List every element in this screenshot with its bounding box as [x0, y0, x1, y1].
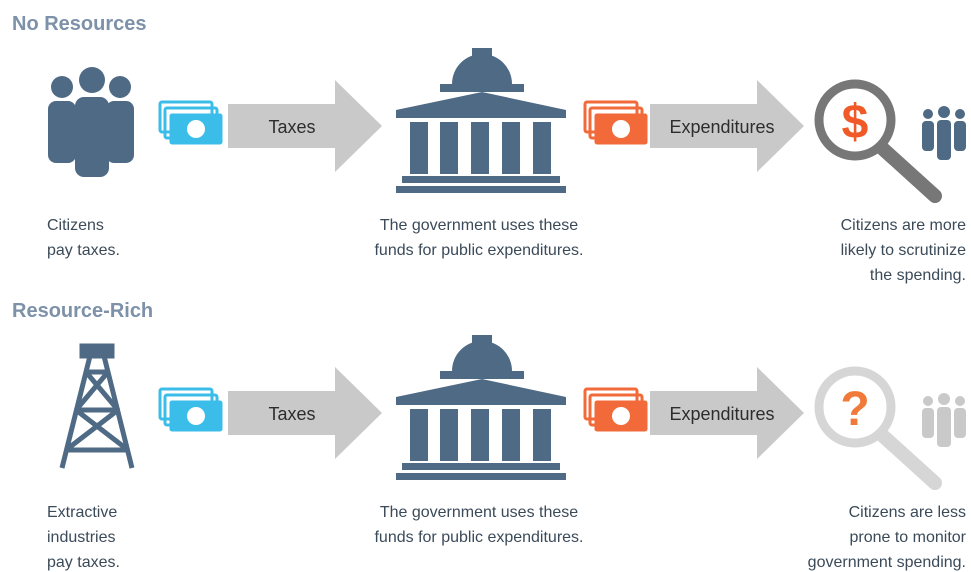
outcome-text: Citizens are less	[849, 504, 966, 521]
source-text: pay taxes.	[47, 242, 120, 259]
svg-text:$: $	[842, 96, 869, 149]
money-icon	[158, 387, 224, 433]
magnifier-icon: ?	[814, 366, 942, 490]
svg-text:?: ?	[840, 383, 869, 436]
source-text: Extractive	[47, 504, 117, 521]
outcome-text: the spending.	[870, 267, 966, 284]
money-icon	[583, 387, 649, 433]
government-text: funds for public expenditures.	[374, 529, 583, 546]
source-text: Citizens	[47, 217, 104, 234]
outcome-text: prone to monitor	[849, 529, 966, 546]
government-icon	[396, 48, 566, 193]
money-icon	[158, 100, 224, 146]
citizens-small-icon	[922, 393, 966, 447]
magnifier-icon: $	[814, 79, 942, 203]
flow-label: Taxes	[268, 404, 315, 424]
outcome-text: likely to scrutinize	[841, 242, 966, 259]
outcome-text: Citizens are more	[841, 217, 966, 234]
source-text: industries	[47, 529, 115, 546]
government-text: The government uses these	[380, 504, 578, 521]
citizens-icon	[48, 67, 134, 177]
source-text: pay taxes.	[47, 554, 120, 571]
government-text: funds for public expenditures.	[374, 242, 583, 259]
government-text: The government uses these	[380, 217, 578, 234]
flow-label: Expenditures	[669, 404, 774, 424]
government-icon	[396, 335, 566, 480]
section-title: No Resources	[12, 13, 147, 35]
citizens-small-icon	[922, 106, 966, 160]
oil-derrick-icon	[59, 343, 135, 469]
outcome-text: government spending.	[808, 554, 966, 571]
section-title: Resource-Rich	[12, 300, 153, 322]
flow-label: Taxes	[268, 117, 315, 137]
money-icon	[583, 100, 649, 146]
flow-label: Expenditures	[669, 117, 774, 137]
